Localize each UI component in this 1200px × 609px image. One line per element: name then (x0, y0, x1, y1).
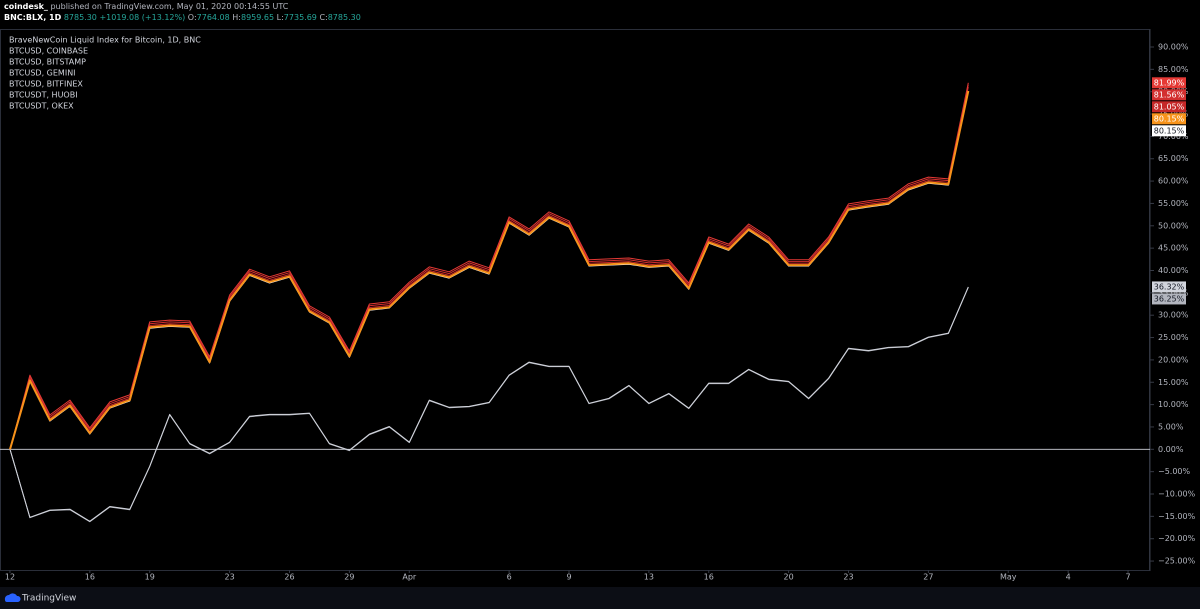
ohlc-key: C: (319, 13, 328, 22)
y-tick-label: −10.00% (1158, 490, 1196, 499)
y-tick-label: 85.00% (1158, 65, 1189, 74)
y-tick-label: 55.00% (1158, 199, 1189, 208)
x-tick-label: 20 (784, 573, 794, 582)
y-tick-label: 45.00% (1158, 244, 1189, 253)
series-line (9, 286, 969, 522)
last-value-tag (1152, 89, 1186, 101)
y-tick-label: 40.00% (1158, 266, 1189, 275)
x-tick-label: 12 (5, 573, 15, 582)
x-tick-label: 7 (1125, 573, 1130, 582)
y-tick-label: 65.00% (1158, 154, 1189, 163)
ohlc-key: L: (276, 13, 284, 22)
legend-entry: BTCUSD, GEMINI (9, 69, 76, 78)
y-tick-label: −5.00% (1158, 467, 1191, 476)
last-value-label: 81.99% (1154, 78, 1185, 87)
x-tick-label: Apr (402, 573, 417, 582)
legend-entry: BTCUSD, COINBASE (9, 47, 88, 56)
y-tick-label: 25.00% (1158, 333, 1189, 342)
y-tick-label: −15.00% (1158, 512, 1196, 521)
quote-line: BNC:BLX, 1D 8785.30 +1019.08 (+13.12%) O… (4, 12, 361, 23)
last-value-label: 36.25% (1154, 294, 1185, 303)
last-value-label: 81.56% (1154, 90, 1185, 99)
last-price: 8785.30 (63, 13, 97, 22)
last-value-tag (1152, 293, 1186, 305)
y-tick-label: 50.00% (1158, 221, 1189, 230)
publish-line: coindesk_ published on TradingView.com, … (4, 1, 361, 12)
brand: TradingView (21, 594, 76, 604)
last-value-label: 80.15% (1154, 126, 1185, 135)
x-tick-label: 13 (644, 573, 654, 582)
x-tick-label: 29 (344, 573, 354, 582)
y-tick-label: 60.00% (1158, 177, 1189, 186)
legend-entry: BTCUSDT, OKEX (9, 102, 74, 111)
ohlc-key: O: (187, 13, 197, 22)
x-tick-label: 26 (284, 573, 294, 582)
last-value-label: 80.15% (1154, 114, 1185, 123)
y-tick-label: 70.00% (1158, 132, 1189, 141)
x-tick-label: 16 (704, 573, 714, 582)
author: coindesk_ (4, 2, 48, 11)
ohlc-key: H: (232, 13, 241, 22)
x-tick-label: 19 (145, 573, 155, 582)
last-value-tag (1152, 113, 1186, 125)
plot-frame (0, 29, 1150, 571)
last-value-tag (1152, 281, 1186, 293)
header: coindesk_ published on TradingView.com, … (4, 1, 361, 23)
y-tick-label: 30.00% (1158, 311, 1189, 320)
last-value-label: 36.32% (1154, 282, 1185, 291)
legend-entry: BTCUSDT, HUOBI (9, 91, 78, 100)
series-line (9, 90, 970, 450)
y-tick-label: 35.00% (1158, 288, 1189, 297)
last-value-label: 81.05% (1154, 102, 1185, 111)
y-tick-label: 5.00% (1158, 422, 1184, 431)
symbol: BNC:BLX, 1D (4, 13, 62, 22)
x-tick-label: 23 (225, 573, 235, 582)
legend-entry: BTCUSD, BITSTAMP (9, 58, 86, 67)
change: +1019.08 (+13.12%) (99, 13, 186, 22)
ohlc-value: 7764.08 (196, 13, 230, 22)
y-tick-label: 90.00% (1158, 42, 1189, 51)
ohlc-value: 8959.65 (241, 13, 275, 22)
series-line (9, 84, 969, 450)
y-tick-label: 0.00% (1158, 445, 1184, 454)
series-line (9, 287, 969, 523)
x-tick-label: 27 (923, 573, 933, 582)
x-tick-label: 9 (566, 573, 571, 582)
y-tick-label: −20.00% (1158, 534, 1196, 543)
y-tick-label: 15.00% (1158, 378, 1189, 387)
brand-logo (4, 593, 21, 602)
last-value-tag (1152, 125, 1186, 137)
series-line (9, 82, 969, 450)
last-value-tag (1152, 101, 1186, 113)
y-tick-label: −25.00% (1158, 557, 1196, 566)
published: published on TradingView.com, May 01, 20… (50, 2, 289, 11)
last-value-tag (1152, 77, 1186, 89)
x-tick-label: May (1000, 573, 1017, 582)
x-tick-label: 23 (843, 573, 853, 582)
footer-bar (0, 587, 1200, 609)
y-tick-label: 20.00% (1158, 355, 1189, 364)
x-tick-label: 4 (1066, 573, 1071, 582)
legend-entry: BraveNewCoin Liquid Index for Bitcoin, 1… (9, 36, 201, 45)
y-tick-label: 10.00% (1158, 400, 1189, 409)
legend-entry: BTCUSD, BITFINEX (9, 80, 83, 89)
x-tick-label: 16 (85, 573, 95, 582)
ohlc-value: 7735.69 (283, 13, 317, 22)
ohlc-value: 8785.30 (327, 13, 361, 22)
x-tick-label: 6 (507, 573, 512, 582)
